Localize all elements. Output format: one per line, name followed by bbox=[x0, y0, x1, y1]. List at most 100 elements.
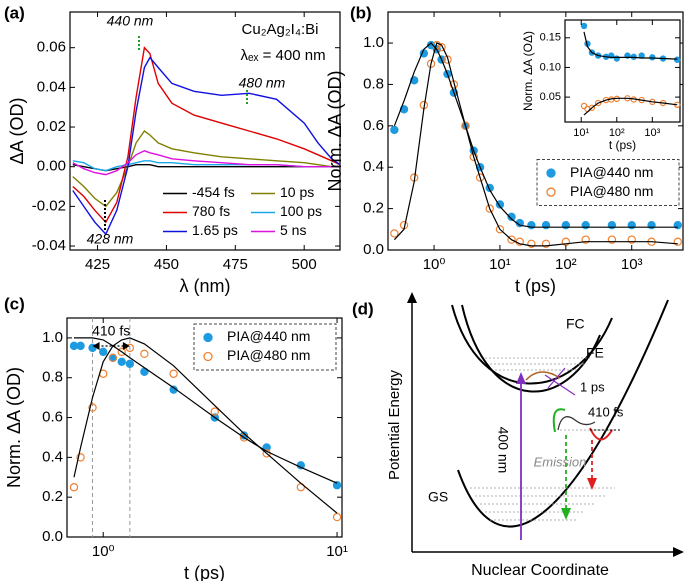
y-tick-label: 0.2 bbox=[42, 488, 63, 505]
y-tick-label: -0.04 bbox=[32, 237, 66, 254]
data-point bbox=[117, 347, 126, 357]
data-point bbox=[443, 55, 452, 64]
series-line bbox=[72, 150, 340, 176]
series-line bbox=[72, 130, 340, 208]
data-point bbox=[76, 341, 85, 351]
data-point bbox=[332, 512, 342, 522]
data-point bbox=[426, 40, 436, 50]
y-axis-label: Norm. ΔA (OD) bbox=[325, 70, 345, 191]
data-point bbox=[485, 204, 494, 213]
annotation: 440 nm bbox=[107, 13, 154, 29]
arrow-head bbox=[516, 372, 526, 384]
levels bbox=[470, 357, 615, 521]
data-point bbox=[390, 229, 399, 238]
state-label: FE bbox=[586, 345, 604, 361]
y-axis-label: Norm. ΔA (OD) bbox=[4, 367, 24, 488]
y-axis-label: ΔA (OD) bbox=[7, 97, 27, 164]
x-tick-label: 10³ bbox=[621, 256, 643, 273]
data-point bbox=[581, 235, 590, 244]
y-tick-label: 0.6 bbox=[363, 117, 384, 134]
arrow-head bbox=[561, 508, 571, 520]
data-point bbox=[613, 55, 620, 62]
data-point bbox=[437, 42, 446, 52]
x-axis-label: t (ps) bbox=[515, 276, 556, 296]
legend-label: PIA@480 nm bbox=[570, 183, 653, 199]
data-point bbox=[69, 483, 79, 492]
y-tick-label: 0.15 bbox=[540, 32, 561, 44]
fit-line bbox=[393, 42, 678, 228]
y-tick-label: 0.0 bbox=[363, 241, 384, 258]
fit-line bbox=[583, 97, 678, 116]
time-label: 1 ps bbox=[580, 379, 605, 394]
data-point bbox=[99, 347, 108, 357]
relax-path bbox=[557, 416, 596, 431]
plot-frame bbox=[564, 19, 681, 123]
series-line bbox=[72, 46, 341, 224]
x-tick-label: 10³ bbox=[644, 127, 660, 139]
legend-label: PIA@480 nm bbox=[227, 347, 310, 363]
state-label: FC bbox=[566, 316, 585, 332]
data-point bbox=[649, 54, 656, 61]
x-tick-label: 10² bbox=[555, 256, 577, 273]
red-state bbox=[589, 427, 613, 441]
transfer-arrow bbox=[547, 367, 566, 389]
legend-frame bbox=[536, 159, 680, 207]
x-tick-label: 500 bbox=[292, 256, 317, 273]
legend-label: PIA@440 nm bbox=[227, 328, 310, 344]
legend-swatch bbox=[546, 187, 556, 197]
panel-label: (b) bbox=[350, 3, 372, 22]
data-point bbox=[332, 481, 342, 490]
relax-path bbox=[525, 371, 561, 381]
data-point bbox=[541, 239, 551, 248]
y-tick-label: 0.0 bbox=[42, 528, 63, 545]
data-point bbox=[673, 56, 681, 63]
y-tick-label: 1.0 bbox=[42, 329, 63, 346]
data-point bbox=[117, 357, 126, 366]
y-tick-label: 0.4 bbox=[363, 158, 384, 175]
data-point bbox=[507, 212, 516, 222]
x-axis-label: Nuclear Coordinate bbox=[471, 562, 609, 579]
x-axis-label: λ (nm) bbox=[180, 276, 231, 296]
y-axis-label: Norm. ΔA (OΔ) bbox=[521, 31, 535, 111]
legend-label: 5 ns bbox=[280, 222, 306, 238]
legend-swatch bbox=[203, 332, 213, 343]
data-point bbox=[125, 359, 135, 368]
annotation: 428 nm bbox=[87, 231, 134, 247]
y-tick-label: 0.2 bbox=[363, 200, 384, 217]
data-point bbox=[76, 453, 85, 462]
legend-label: 10 ps bbox=[280, 184, 314, 200]
arrow-head bbox=[92, 342, 100, 350]
data-point bbox=[673, 237, 682, 246]
y-tick-label: 0.4 bbox=[42, 448, 63, 465]
x-tick-label: 10¹ bbox=[326, 543, 348, 560]
data-point bbox=[210, 407, 219, 416]
x-tick-label: 10¹ bbox=[489, 256, 511, 273]
y-tick-label: 1.0 bbox=[363, 34, 384, 51]
fit-line bbox=[73, 337, 338, 514]
data-point bbox=[607, 235, 617, 244]
data-point bbox=[108, 353, 118, 363]
y-axis-label: Potential Energy bbox=[386, 369, 403, 480]
data-point bbox=[527, 239, 536, 248]
annotation: 410 fs bbox=[92, 323, 130, 339]
legend-swatch bbox=[546, 168, 556, 178]
arrow-head bbox=[587, 478, 597, 490]
data-point bbox=[507, 235, 516, 244]
excitation-label: 400 nm bbox=[495, 427, 511, 474]
legend-swatch bbox=[203, 351, 213, 362]
arrow-head bbox=[407, 292, 417, 303]
x-tick-label: 10¹ bbox=[573, 127, 589, 139]
data-point bbox=[461, 121, 470, 131]
fit-line bbox=[74, 337, 338, 484]
x-tick-label: 10² bbox=[609, 127, 625, 139]
y-tick-label: -0.02 bbox=[32, 197, 66, 214]
arrow-head bbox=[122, 342, 130, 350]
green-state bbox=[552, 408, 566, 433]
x-axis-label: t (ps) bbox=[184, 563, 225, 581]
legend-label: 100 ps bbox=[280, 203, 322, 219]
x-axis-label: t (ps) bbox=[609, 138, 636, 152]
gs-curve bbox=[457, 299, 669, 528]
data-point bbox=[495, 225, 505, 234]
y-tick-label: 0.8 bbox=[42, 369, 63, 386]
data-point bbox=[169, 369, 178, 378]
